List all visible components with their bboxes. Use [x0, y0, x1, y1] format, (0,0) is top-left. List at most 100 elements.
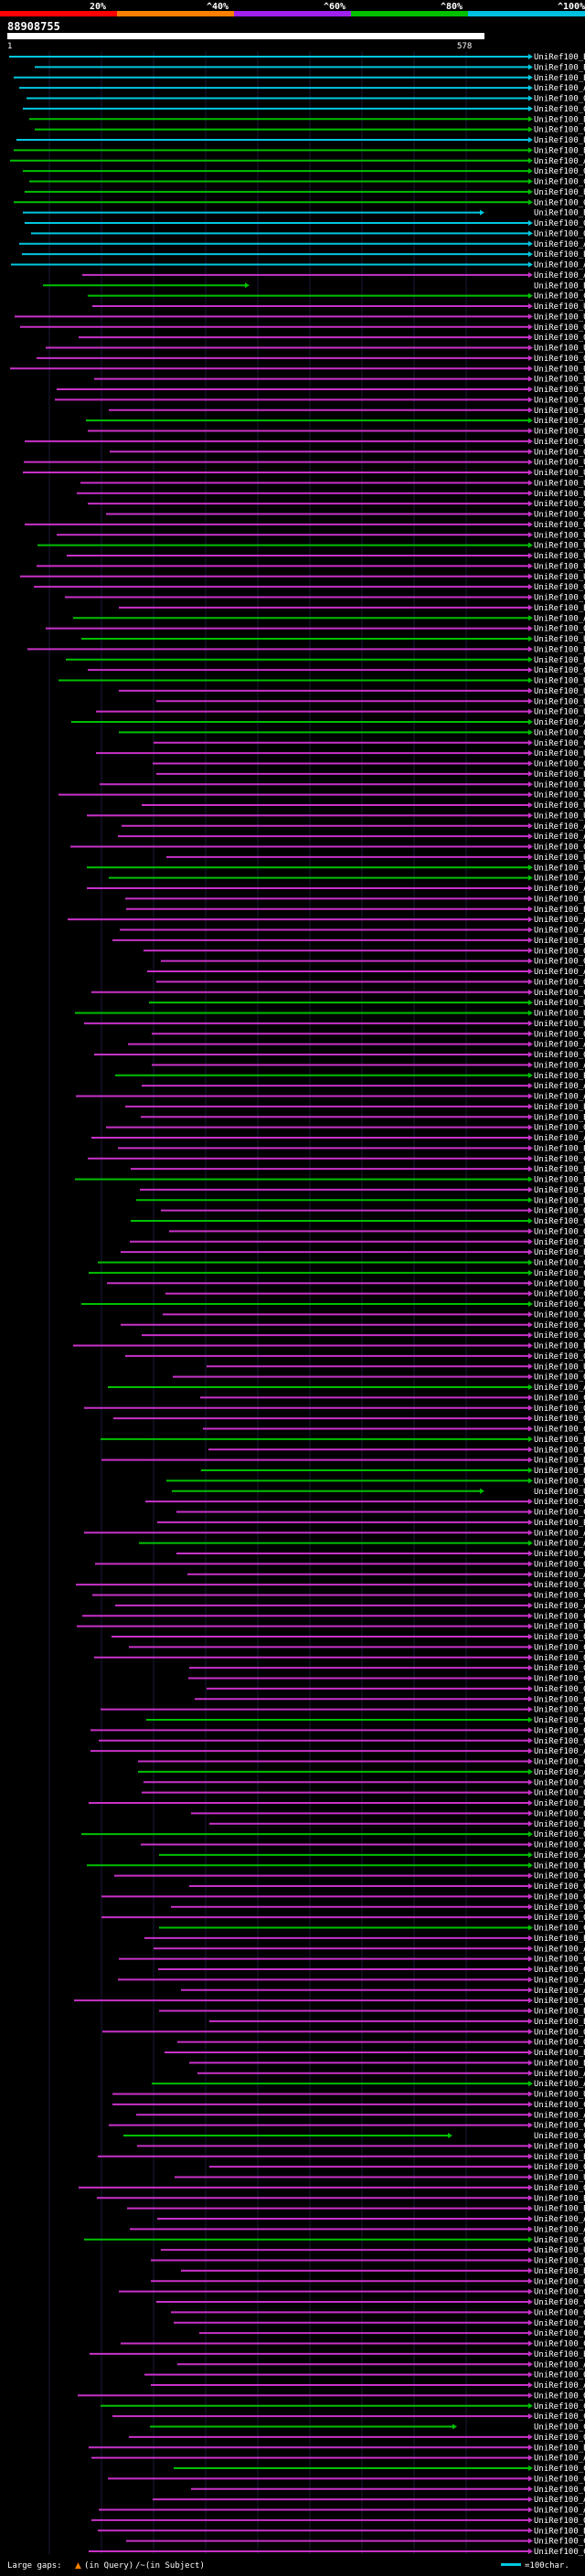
hit-row[interactable]: UniRef100_C3YHX5 [88, 292, 585, 302]
hit-label[interactable]: UniRef100_B4MPK1 [534, 2008, 585, 2017]
hit-label[interactable]: UniRef100_A4R578 [534, 1945, 585, 1954]
hit-label[interactable]: UniRef100_A7PZJ4 [534, 84, 585, 93]
hit-row[interactable]: UniRef100_C0E1B0 [121, 2340, 585, 2349]
hit-row[interactable]: UniRef100_C7BSB1 [119, 2288, 585, 2297]
hit-row[interactable]: UniRef100_UP1000... [119, 687, 585, 696]
hit-label[interactable]: UniRef100_C1BNY9 [534, 2101, 585, 2110]
hit-row[interactable]: UniRef100_Q01JE5 [23, 167, 585, 176]
hit-label[interactable]: UniRef100_B3GLY0 [534, 2267, 585, 2276]
hit-row[interactable]: UniRef100_A1D636 [76, 1093, 585, 1102]
hit-row[interactable]: UniRef100_C0DWP9 [137, 2142, 585, 2151]
hit-label[interactable]: UniRef100_A6QUS2 [534, 1602, 585, 1611]
hit-row[interactable]: UniRef100_UP1000... [109, 407, 585, 416]
hit-label[interactable]: UniRef100_Q6SR55 [534, 1892, 585, 1902]
hit-label[interactable]: UniRef100_C3YHX5 [534, 292, 585, 302]
hit-row[interactable]: UniRef100_UP1000... [142, 801, 585, 811]
hit-label[interactable]: UniRef100_B6Q324 [534, 937, 585, 946]
hit-label[interactable]: UniRef100_C4VU12 [534, 1956, 585, 1965]
hit-label[interactable]: UniRef100_B4FBY0 [534, 188, 585, 197]
hit-row[interactable]: UniRef100_B8TD00 [89, 2443, 585, 2453]
hit-row[interactable]: UniRef100_UP1000... [166, 853, 585, 863]
hit-label[interactable]: UniRef100_A1D636 [534, 1093, 585, 1102]
hit-label[interactable]: UniRef100_UP1000... [534, 864, 585, 873]
hit-label[interactable]: UniRef100_Q01JE5 [534, 167, 585, 176]
hit-label[interactable]: UniRef100_UP1000... [534, 365, 585, 374]
hit-label[interactable]: UniRef100_C5Q298 [534, 1924, 585, 1934]
hit-row[interactable]: UniRef100_Q572T5 [101, 1913, 585, 1923]
hit-row[interactable]: UniRef100_B9YJ19 [90, 2350, 585, 2359]
hit-row[interactable]: UniRef100_A9V4A9 [118, 1976, 585, 1985]
hit-label[interactable]: UniRef100_A3UL10 [534, 1383, 585, 1393]
hit-label[interactable]: UniRef100_C1GF77 [534, 1321, 585, 1330]
hit-label[interactable]: UniRef100_Q5S0M5 [534, 334, 585, 343]
hit-row[interactable]: UniRef100_C5X0V8 [35, 126, 585, 135]
hit-row[interactable]: UniRef100_B9Q671 [77, 1623, 585, 1632]
hit-row[interactable]: UniRef100_B8MX38 [125, 895, 585, 904]
hit-label[interactable]: UniRef100_C3JH48 [534, 1716, 585, 1725]
hit-row[interactable]: UniRef100_C1DSX9 [174, 2319, 585, 2328]
hit-label[interactable]: UniRef100_A2Z7W3 [534, 157, 585, 166]
hit-label[interactable]: UniRef100_C5PF96 [534, 1426, 585, 1435]
hit-row[interactable]: UniRef100_UP1000... [96, 749, 585, 758]
hit-label[interactable]: UniRef100_A6BGW6 [534, 2496, 585, 2505]
hit-label[interactable]: UniRef100_A1A624 [534, 885, 585, 894]
hit-label[interactable]: UniRef100_UP1000... [534, 479, 585, 488]
hit-label[interactable]: UniRef100_C0E1B0 [534, 2340, 585, 2349]
hit-row[interactable]: UniRef100_UP1000... [172, 1488, 585, 1497]
hit-label[interactable]: UniRef100_B1HFX0 [534, 2059, 585, 2068]
hit-label[interactable]: UniRef100_UP1000... [534, 573, 585, 582]
hit-row[interactable]: UniRef100_Q21P54 [151, 2257, 585, 2266]
hit-label[interactable]: UniRef100_UP1000... [534, 708, 585, 717]
hit-label[interactable]: UniRef100_Q572T5 [534, 1913, 585, 1923]
hit-row[interactable]: UniRef100_UP1000... [88, 428, 585, 437]
hit-row[interactable]: UniRef100_UP1000... [23, 469, 585, 478]
hit-label[interactable]: UniRef100_Q67RR2 [534, 2039, 585, 2048]
hit-label[interactable]: UniRef100_Q9FCN7 [534, 229, 585, 239]
hit-row[interactable]: UniRef100_A7NG59 [197, 2070, 585, 2079]
hit-row[interactable]: UniRef100_Q3U7G8 [119, 728, 585, 737]
hit-row[interactable]: UniRef100_Q76S37 [171, 1903, 585, 1913]
hit-row[interactable]: UniRef100_Q6SR55 [101, 1892, 585, 1902]
hit-row[interactable]: UniRef100_Q54PT1 [141, 1841, 585, 1850]
hit-label[interactable]: UniRef100_C5F8Y1 [534, 1966, 585, 1975]
hit-row[interactable]: UniRef100_C1BR35 [89, 1269, 585, 1278]
hit-label[interactable]: UniRef100_Q1RB43 [534, 1415, 585, 1424]
hit-row[interactable]: UniRef100_B3GLY0 [181, 2267, 585, 2276]
hit-label[interactable]: UniRef100_A4W3Q9 [534, 417, 585, 426]
hit-label[interactable]: UniRef100_B9P664 [534, 281, 585, 291]
hit-row[interactable]: UniRef100_C7LW19 [191, 2486, 585, 2495]
hit-row[interactable]: UniRef100_B9HIC5 [35, 63, 585, 72]
hit-label[interactable]: UniRef100_C0NPY3 [534, 1592, 585, 1601]
hit-label[interactable]: UniRef100_B9SBR4 [534, 53, 585, 62]
hit-row[interactable]: UniRef100_C3JH48 [146, 1716, 585, 1725]
hit-label[interactable]: UniRef100_C2E4C1 [534, 1498, 585, 1507]
hit-label[interactable]: UniRef100_C7LW19 [534, 2486, 585, 2495]
hit-row[interactable]: UniRef100_UP1000... [94, 376, 585, 385]
hit-label[interactable]: UniRef100_C0PT94 [534, 2402, 585, 2412]
hit-row[interactable]: UniRef100_Q6GR83 [55, 396, 585, 405]
hit-row[interactable]: UniRef100_Q5ZIR1 [46, 625, 585, 634]
hit-row[interactable]: UniRef100_Q12YL9 [144, 1778, 585, 1787]
hit-row[interactable]: UniRef100_B8MXC7 [126, 906, 585, 915]
hit-row[interactable]: UniRef100_A1A624 [87, 885, 585, 894]
hit-label[interactable]: UniRef100_Q9C9B5 [534, 198, 585, 207]
hit-label[interactable]: UniRef100_B4UED8 [534, 2049, 585, 2058]
hit-row[interactable]: UniRef100_C1GDT2 [82, 1612, 585, 1621]
hit-label[interactable]: UniRef100_B9Q671 [534, 1623, 585, 1632]
hit-label[interactable]: UniRef100_UP1000... [534, 1488, 585, 1497]
hit-label[interactable]: UniRef100_A2QE05 [534, 1041, 585, 1050]
hit-row[interactable]: UniRef100_UP1000... [84, 1020, 585, 1029]
hit-row[interactable]: UniRef100_A1Z1Q3 [118, 832, 585, 842]
hit-row[interactable]: UniRef100_UP1000... [149, 999, 585, 1008]
hit-label[interactable]: UniRef100_A3UTH7 [534, 2360, 585, 2369]
hit-row[interactable]: UniRef100_Q2U253 [106, 1124, 585, 1133]
hit-label[interactable]: UniRef100_C0CQC3 [534, 2412, 585, 2422]
hit-label[interactable]: UniRef100_UP1000... [534, 313, 585, 322]
hit-label[interactable]: UniRef100_C0WVP6 [534, 2298, 585, 2307]
hit-row[interactable]: UniRef100_A9DC11 [152, 2080, 585, 2089]
hit-row[interactable]: UniRef100_Q6PAV8 [144, 947, 585, 956]
hit-label[interactable]: UniRef100_C0DWP9 [534, 2142, 585, 2151]
hit-row[interactable]: UniRef100_Q9XEQ1 [99, 1737, 585, 1746]
hit-row[interactable]: UniRef100_Q7JUR6 [161, 1207, 585, 1216]
hit-row[interactable]: UniRef100_A6BGW6 [153, 2496, 585, 2505]
